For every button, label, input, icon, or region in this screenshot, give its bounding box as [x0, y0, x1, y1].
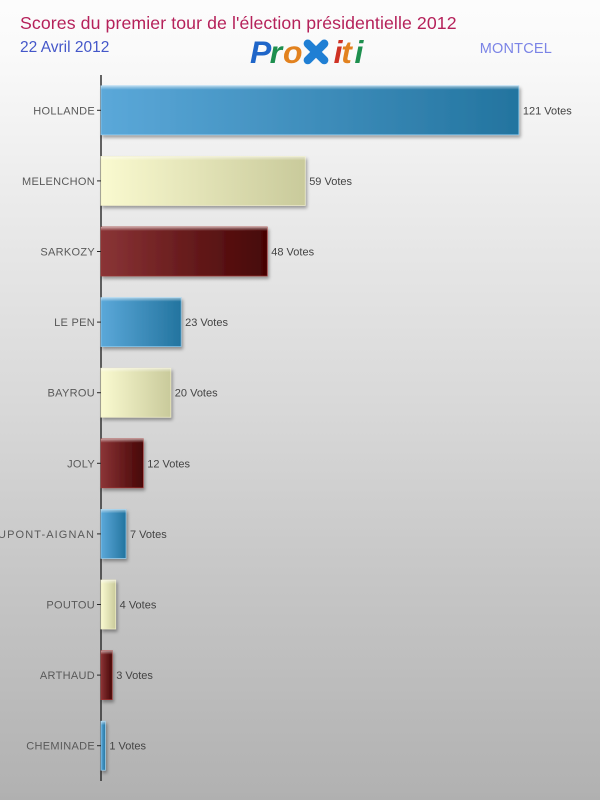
svg-text:MELENCHON: MELENCHON — [22, 176, 95, 188]
svg-text:JOLY: JOLY — [67, 458, 95, 470]
svg-text:3 Votes: 3 Votes — [116, 670, 153, 682]
svg-text:SARKOZY: SARKOZY — [40, 247, 95, 259]
svg-text:BAYROU: BAYROU — [48, 388, 95, 400]
svg-text:CHEMINADE: CHEMINADE — [26, 741, 95, 753]
svg-text:LE PEN: LE PEN — [54, 317, 95, 329]
svg-text:1 Votes: 1 Votes — [109, 741, 146, 753]
svg-text:7 Votes: 7 Votes — [130, 529, 167, 541]
svg-text:20 Votes: 20 Votes — [175, 388, 218, 400]
svg-text:HOLLANDE: HOLLANDE — [33, 105, 95, 117]
svg-text:12 Votes: 12 Votes — [147, 458, 190, 470]
svg-text:ARTHAUD: ARTHAUD — [40, 670, 95, 682]
svg-text:48 Votes: 48 Votes — [271, 247, 314, 259]
svg-text:59 Votes: 59 Votes — [309, 176, 352, 188]
svg-text:23 Votes: 23 Votes — [185, 317, 228, 329]
svg-text:POUTOU: POUTOU — [46, 600, 95, 612]
svg-text:DUPONT-AIGNAN: DUPONT-AIGNAN — [0, 529, 95, 541]
svg-text:4 Votes: 4 Votes — [120, 600, 157, 612]
svg-text:121 Votes: 121 Votes — [523, 105, 572, 117]
